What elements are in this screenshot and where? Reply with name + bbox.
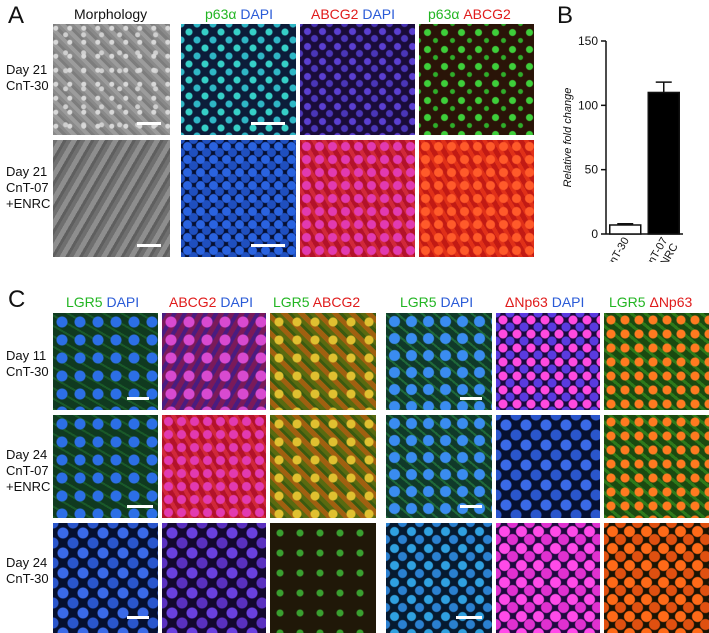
scale-bar xyxy=(127,397,149,400)
col3-header-stain: DAPI xyxy=(362,6,396,22)
col2-header-marker: p63α xyxy=(205,6,237,22)
scale-bar xyxy=(460,505,482,508)
row-label-line: +ENRC xyxy=(6,479,51,494)
col2-header: p63α DAPI xyxy=(205,7,273,21)
c-day24-cnt07-lgr5-dapi-r xyxy=(386,415,492,518)
header-marker: LGR5 xyxy=(66,294,103,310)
header-stain: DAPI xyxy=(220,294,254,310)
c-right-col2-header: ΔNp63 DAPI xyxy=(505,295,584,309)
row-label-line: CnT-07 xyxy=(6,180,49,195)
fold-change-bar-chart: Relative fold change 0 50 100 150 CnT-30 CnT-… xyxy=(562,34,683,263)
row-label-line: Day 21 xyxy=(6,62,48,77)
panel-c-row1-label: Day 11 CnT-30 xyxy=(6,348,49,380)
c-day11-abcg2-dapi xyxy=(162,313,266,410)
chart-bars xyxy=(609,81,680,235)
header-marker: ABCG2 xyxy=(169,294,217,310)
c-right-col3-header: LGR5 ΔNp63 xyxy=(609,295,692,309)
col3-header-marker: ABCG2 xyxy=(311,6,359,22)
x-tick-label: CnT-30 xyxy=(603,236,631,263)
panel-a-letter: A xyxy=(8,2,25,29)
y-tick-label: 50 xyxy=(585,163,599,177)
c-day24-cnt30-lgr5-np63 xyxy=(604,523,709,633)
row-label-line: +ENRC xyxy=(6,196,51,211)
row-label-line: Day 21 xyxy=(6,164,48,179)
y-axis-label: Relative fold change xyxy=(562,88,574,188)
c-day11-np63-dapi xyxy=(496,313,600,410)
row-label-line: CnT-07 xyxy=(6,463,49,478)
header-stain: DAPI xyxy=(106,294,140,310)
header-marker: LGR5 xyxy=(609,294,646,310)
bar xyxy=(647,91,680,235)
y-tick-label: 0 xyxy=(591,227,598,241)
abcg2-dapi-image-day21-cnt07 xyxy=(300,140,415,257)
c-day11-lgr5-dapi-r xyxy=(386,313,492,410)
c-day24-cnt30-lgr5-dapi-r xyxy=(386,523,492,633)
c-day11-lgr5-abcg2 xyxy=(270,313,376,410)
row-label-line: CnT-30 xyxy=(6,78,49,93)
c-left-col1-header: LGR5 DAPI xyxy=(66,295,139,309)
panel-c-row3-label: Day 24 CnT-30 xyxy=(6,555,49,587)
col2-header-stain: DAPI xyxy=(240,6,274,22)
p63-dapi-image-day21-cnt07 xyxy=(181,140,296,257)
scale-bar xyxy=(251,122,285,125)
p63-abcg2-image-day21-cnt07 xyxy=(419,140,534,257)
header-stain: DAPI xyxy=(440,294,474,310)
morphology-image-day21-cnt30 xyxy=(53,24,170,135)
x-tick-label: CnT-07+ENRC xyxy=(641,235,681,262)
col4-header-marker: p63α xyxy=(428,6,460,22)
c-left-col2-header: ABCG2 DAPI xyxy=(169,295,253,309)
c-day11-lgr5-np63 xyxy=(604,313,709,410)
scale-bar xyxy=(137,244,161,247)
scale-bar xyxy=(251,244,285,247)
panel-c-row2-label: Day 24 CnT-07 +ENRC xyxy=(6,447,50,495)
scale-bar xyxy=(456,616,482,619)
c-day11-lgr5-dapi xyxy=(53,313,158,410)
panel-a-row2-label: Day 21 CnT-07 +ENRC xyxy=(6,164,50,212)
bar xyxy=(609,224,642,235)
c-day24-cnt07-lgr5-abcg2 xyxy=(270,415,376,518)
row-label-line: CnT-30 xyxy=(6,571,49,586)
header-stain: DAPI xyxy=(551,294,585,310)
morphology-header: Morphology xyxy=(74,6,148,22)
abcg2-dapi-image-day21-cnt30 xyxy=(300,24,415,135)
header-marker2: ΔNp63 xyxy=(649,294,693,310)
c-day24-cnt07-np63-dapi xyxy=(496,415,600,518)
header-marker: LGR5 xyxy=(273,294,310,310)
header-marker2: ABCG2 xyxy=(312,294,361,310)
c-day24-cnt07-lgr5-np63 xyxy=(604,415,709,518)
c-day24-cnt30-abcg2-dapi xyxy=(162,523,266,633)
c-day24-cnt30-np63-dapi xyxy=(496,523,600,633)
panel-a-row1-label: Day 21 CnT-30 xyxy=(6,62,49,94)
x-tick-label-line: CnT-30 xyxy=(603,236,631,263)
morphology-image-day21-cnt07 xyxy=(53,140,170,257)
p63-abcg2-image-day21-cnt30 xyxy=(419,24,534,135)
header-marker: LGR5 xyxy=(400,294,437,310)
c-left-col3-header: LGR5 ABCG2 xyxy=(273,295,360,309)
c-day24-cnt07-abcg2-dapi xyxy=(162,415,266,518)
c-day24-cnt30-lgr5-abcg2 xyxy=(270,523,376,633)
row-label-line: Day 24 xyxy=(6,555,48,570)
header-marker: ΔNp63 xyxy=(505,294,548,310)
row-label-line: Day 24 xyxy=(6,447,48,462)
col3-header: ABCG2 DAPI xyxy=(311,7,395,21)
panel-c-letter: C xyxy=(8,286,26,313)
col4-header: p63α ABCG2 xyxy=(428,7,511,21)
y-tick-label: 150 xyxy=(578,34,598,48)
c-day24-cnt07-lgr5-dapi xyxy=(53,415,158,518)
panel-b-letter: B xyxy=(557,2,574,29)
scale-bar xyxy=(127,505,153,508)
scale-bar xyxy=(127,616,149,619)
c-day24-cnt30-lgr5-dapi xyxy=(53,523,158,633)
row-label-line: CnT-30 xyxy=(6,364,49,379)
y-tick-label: 100 xyxy=(578,98,598,112)
c-right-col1-header: LGR5 DAPI xyxy=(400,295,473,309)
scale-bar xyxy=(460,397,482,400)
col4-header-marker2: ABCG2 xyxy=(463,6,511,22)
p63-dapi-image-day21-cnt30 xyxy=(181,24,296,135)
scale-bar xyxy=(137,122,161,125)
row-label-line: Day 11 xyxy=(6,348,47,363)
